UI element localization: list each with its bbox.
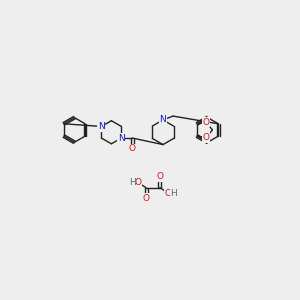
Text: O: O [203, 133, 210, 142]
Text: N: N [118, 134, 125, 142]
Text: O: O [142, 194, 150, 203]
Text: H: H [129, 178, 136, 187]
Text: O: O [156, 172, 164, 182]
Text: O: O [129, 144, 136, 153]
Text: H: H [170, 189, 177, 198]
Text: N: N [160, 116, 167, 124]
Text: O: O [203, 118, 210, 127]
Text: O: O [165, 189, 172, 198]
Text: O: O [134, 178, 141, 187]
Text: N: N [98, 122, 105, 131]
